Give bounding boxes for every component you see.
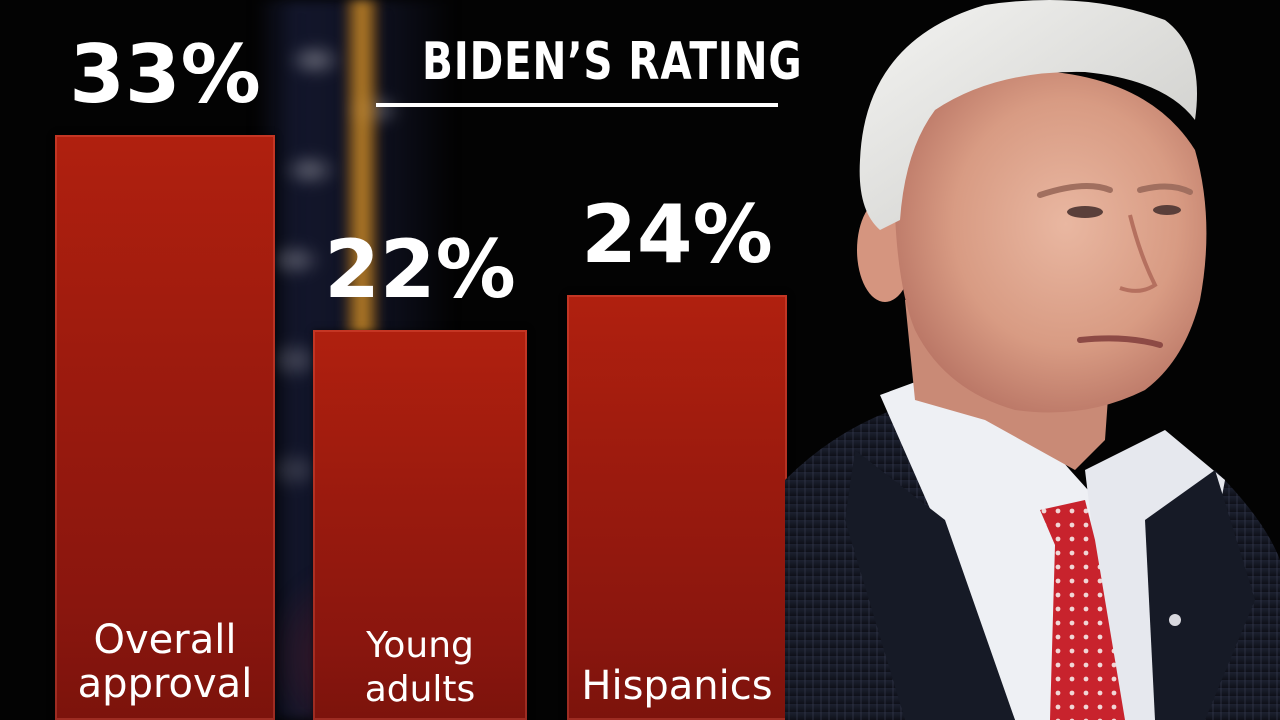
portrait-photo [785, 0, 1280, 720]
tie-shape [1040, 500, 1125, 720]
bar-value-label-2: 22% [324, 223, 516, 316]
category-label-2: Young adults [364, 625, 476, 710]
category-label-1: Overall approval [77, 617, 253, 707]
bar-2 [313, 330, 527, 720]
bar-1 [55, 135, 275, 720]
hair-shape [859, 0, 1197, 230]
category-label-3: Hispanics [581, 663, 773, 709]
face-shape [894, 70, 1207, 413]
bar-value-label-1: 33% [69, 28, 261, 121]
flag-pole [345, 0, 379, 340]
bar-3 [567, 295, 787, 720]
bar-value-label-3: 24% [581, 188, 773, 281]
chart-title: BIDEN’S RATING [422, 32, 803, 92]
title-underline [376, 103, 778, 107]
